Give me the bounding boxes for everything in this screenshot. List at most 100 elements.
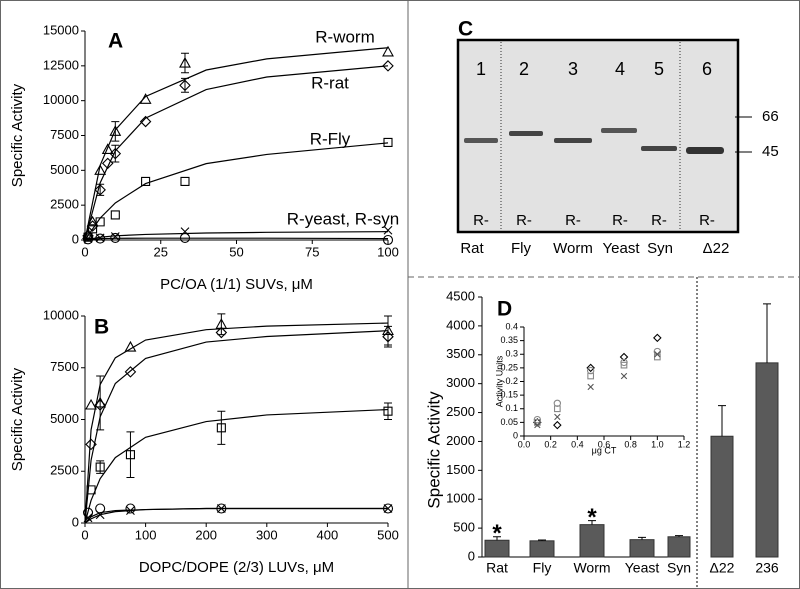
point bbox=[85, 398, 97, 410]
x-tick-label: 400 bbox=[317, 527, 339, 542]
x-tick-label: 75 bbox=[305, 244, 319, 259]
bar bbox=[755, 362, 779, 558]
x-tick-label: 100 bbox=[377, 244, 399, 259]
point bbox=[382, 45, 394, 57]
x-tick-label: 25 bbox=[154, 244, 168, 259]
point bbox=[382, 60, 394, 72]
y-tick-label: 12500 bbox=[43, 57, 79, 72]
point bbox=[141, 176, 151, 187]
y-tick-label: 2500 bbox=[446, 404, 475, 419]
point bbox=[619, 352, 629, 362]
lane-number: 4 bbox=[615, 59, 625, 79]
point bbox=[383, 137, 393, 148]
x-tick-label: 500 bbox=[377, 527, 399, 542]
y-tick-label: 1000 bbox=[446, 491, 475, 506]
point bbox=[180, 176, 190, 187]
y-axis-label: Specific Activity bbox=[9, 83, 26, 187]
x-tick-label: Yeast bbox=[625, 560, 660, 576]
y-tick-label: 0.2 bbox=[505, 376, 518, 386]
point bbox=[110, 210, 120, 220]
annotation: R-Fly bbox=[310, 129, 351, 148]
y-tick-label: 0.15 bbox=[500, 390, 518, 400]
lane-prefix: R- bbox=[565, 212, 581, 229]
error-bar bbox=[217, 410, 226, 445]
point bbox=[586, 363, 595, 373]
y-tick-label: 500 bbox=[453, 520, 475, 535]
point bbox=[554, 413, 561, 421]
point bbox=[125, 450, 135, 460]
point bbox=[179, 79, 191, 92]
x-tick-label: Fly bbox=[533, 560, 552, 576]
x-tick-label: 1.0 bbox=[651, 439, 664, 449]
y-tick-label: 4000 bbox=[446, 317, 475, 332]
y-tick-label: 0 bbox=[72, 514, 79, 529]
point bbox=[124, 366, 137, 378]
point bbox=[586, 366, 595, 375]
y-axis-label: Specific Activity bbox=[424, 391, 443, 509]
point bbox=[383, 504, 393, 513]
fit-line bbox=[84, 65, 389, 241]
lane-number: 6 bbox=[702, 59, 712, 79]
y-tick-label: 10000 bbox=[43, 92, 79, 107]
point bbox=[620, 372, 628, 380]
point bbox=[382, 330, 394, 343]
y-tick-label: 3000 bbox=[446, 375, 475, 390]
gel-band bbox=[601, 128, 637, 133]
x-tick-label: 0 bbox=[81, 244, 88, 259]
lane-prefix: R- bbox=[516, 212, 532, 229]
lane-label: Yeast bbox=[603, 240, 641, 257]
x-tick-label: Δ22 bbox=[710, 560, 735, 576]
y-tick-label: 10000 bbox=[43, 307, 79, 322]
point bbox=[125, 503, 136, 514]
bar bbox=[629, 539, 655, 558]
y-tick-label: 3500 bbox=[446, 346, 475, 361]
y-tick-label: 7500 bbox=[50, 359, 79, 374]
gel bbox=[456, 38, 740, 234]
lane-label: Fly bbox=[511, 240, 531, 257]
lane-prefix: R- bbox=[612, 212, 628, 229]
point bbox=[94, 184, 106, 196]
gel-band bbox=[641, 146, 677, 151]
point bbox=[179, 232, 191, 243]
y-tick-label: 0 bbox=[513, 430, 518, 440]
point bbox=[533, 419, 541, 426]
x-tick-label: 0.6 bbox=[598, 439, 611, 449]
x-tick-label: 0 bbox=[81, 527, 88, 542]
point bbox=[94, 164, 107, 175]
y-tick-label: 2500 bbox=[50, 197, 79, 212]
point bbox=[85, 438, 97, 451]
error-bar bbox=[111, 121, 120, 142]
point bbox=[101, 143, 114, 154]
y-tick-label: 15000 bbox=[43, 22, 79, 37]
error-bar bbox=[538, 539, 546, 541]
error-bar bbox=[384, 325, 392, 348]
lane-number: 1 bbox=[476, 59, 486, 79]
y-tick-label: 5000 bbox=[50, 162, 79, 177]
x-axis-label: PC/OA (1/1) SUVs, μM bbox=[160, 276, 313, 293]
annotation: * bbox=[492, 520, 502, 547]
lane-prefix: R- bbox=[699, 212, 715, 229]
y-tick-label: 0 bbox=[468, 548, 475, 563]
point bbox=[83, 513, 93, 523]
x-tick-label: 0.0 bbox=[518, 439, 531, 449]
point bbox=[216, 423, 226, 433]
y-tick-label: 0.3 bbox=[505, 349, 518, 359]
lane-label: Syn bbox=[647, 240, 673, 257]
bar bbox=[529, 540, 555, 558]
lane-number: 2 bbox=[519, 59, 529, 79]
x-tick-label: 200 bbox=[195, 527, 217, 542]
gel-band bbox=[686, 147, 724, 154]
x-axis-label: DOPC/DOPE (2/3) LUVs, μM bbox=[139, 559, 334, 576]
panel-label: A bbox=[108, 30, 123, 53]
point bbox=[109, 147, 122, 160]
point bbox=[110, 232, 121, 243]
error-bar bbox=[638, 536, 646, 540]
lane-number: 3 bbox=[568, 59, 578, 79]
point bbox=[587, 383, 594, 391]
x-axis-label: μg CT bbox=[592, 445, 617, 455]
x-tick-label: 236 bbox=[755, 560, 779, 576]
x-tick-label: 300 bbox=[256, 527, 278, 542]
point bbox=[653, 333, 662, 343]
